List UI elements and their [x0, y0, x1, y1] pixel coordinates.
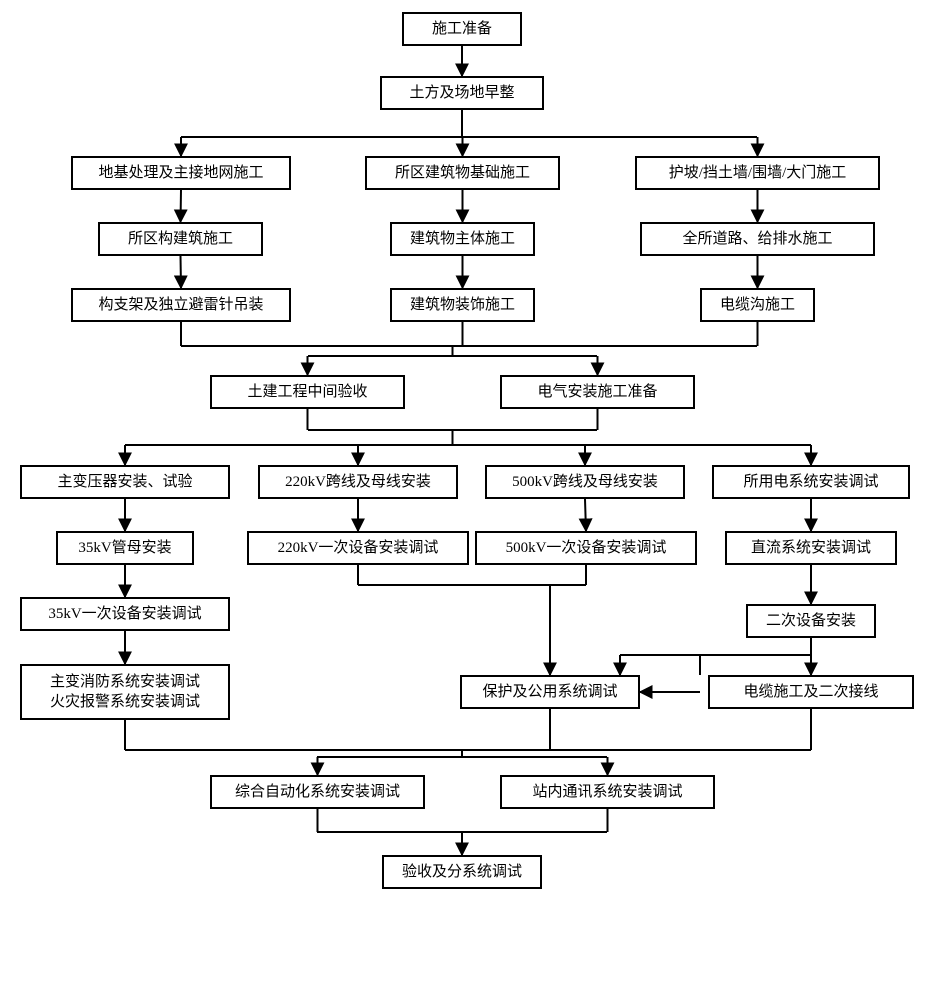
- node-label: 护坡/挡土墙/围墙/大门施工: [669, 163, 847, 183]
- node-label: 土方及场地早整: [409, 83, 514, 103]
- node-label: 500kV一次设备安装调试: [506, 538, 667, 558]
- node-label: 所区构建筑施工: [128, 229, 233, 249]
- flowchart-node-n10b: 保护及公用系统调试: [460, 675, 640, 709]
- node-label: 所用电系统安装调试: [743, 472, 878, 492]
- flowchart-node-n4b: 建筑物主体施工: [390, 222, 535, 256]
- node-label: 地基处理及主接地网施工: [98, 163, 263, 183]
- flowchart-node-n5a: 构支架及独立避雷针吊装: [71, 288, 291, 322]
- node-label: 电缆施工及二次接线: [743, 682, 878, 702]
- flowchart-node-n7a: 主变压器安装、试验: [20, 465, 230, 499]
- flowchart-node-n12: 验收及分系统调试: [382, 855, 542, 889]
- node-label: 全所道路、给排水施工: [682, 229, 832, 249]
- flowchart-node-n8b: 220kV一次设备安装调试: [247, 531, 469, 565]
- node-label: 施工准备: [432, 19, 492, 39]
- flowchart-node-n8a: 35kV管母安装: [56, 531, 194, 565]
- node-label: 35kV一次设备安装调试: [48, 604, 201, 624]
- node-label: 站内通讯系统安装调试: [532, 782, 682, 802]
- node-label: 电气安装施工准备: [537, 382, 657, 402]
- node-label: 所区建筑物基础施工: [395, 163, 530, 183]
- node-label: 35kV管母安装: [78, 538, 171, 558]
- flowchart-node-n3a: 地基处理及主接地网施工: [71, 156, 291, 190]
- flowchart-node-n4c: 全所道路、给排水施工: [640, 222, 875, 256]
- node-label: 220kV一次设备安装调试: [278, 538, 439, 558]
- node-label: 220kV跨线及母线安装: [285, 472, 431, 492]
- flowchart-node-n8d: 直流系统安装调试: [725, 531, 897, 565]
- flowchart-node-n7c: 500kV跨线及母线安装: [485, 465, 685, 499]
- node-label: 直流系统安装调试: [751, 538, 871, 558]
- flowchart-node-n11a: 综合自动化系统安装调试: [210, 775, 425, 809]
- flowchart-node-n6a: 土建工程中间验收: [210, 375, 405, 409]
- flowchart-node-n8c: 500kV一次设备安装调试: [475, 531, 697, 565]
- flowchart-node-n3b: 所区建筑物基础施工: [365, 156, 560, 190]
- node-label: 验收及分系统调试: [402, 862, 522, 882]
- flowchart-node-n9a: 35kV一次设备安装调试: [20, 597, 230, 631]
- node-label: 保护及公用系统调试: [482, 682, 617, 702]
- node-label: 主变消防系统安装调试 火灾报警系统安装调试: [50, 672, 200, 713]
- flowchart-node-n5c: 电缆沟施工: [700, 288, 815, 322]
- flowchart-node-n3c: 护坡/挡土墙/围墙/大门施工: [635, 156, 880, 190]
- node-label: 主变压器安装、试验: [57, 472, 192, 492]
- flowchart-node-n2: 土方及场地早整: [380, 76, 544, 110]
- flowchart-node-n11b: 站内通讯系统安装调试: [500, 775, 715, 809]
- flowchart-node-n4a: 所区构建筑施工: [98, 222, 263, 256]
- flowchart-node-n7b: 220kV跨线及母线安装: [258, 465, 458, 499]
- flowchart-node-n9d: 二次设备安装: [746, 604, 876, 638]
- flowchart-node-n5b: 建筑物装饰施工: [390, 288, 535, 322]
- flowchart-node-n7d: 所用电系统安装调试: [712, 465, 910, 499]
- node-label: 电缆沟施工: [720, 295, 795, 315]
- flowchart-node-n10c: 电缆施工及二次接线: [708, 675, 914, 709]
- node-label: 土建工程中间验收: [247, 382, 367, 402]
- flowchart-node-n1: 施工准备: [402, 12, 522, 46]
- node-label: 建筑物主体施工: [410, 229, 515, 249]
- node-label: 二次设备安装: [766, 611, 856, 631]
- flowchart-node-n10a: 主变消防系统安装调试 火灾报警系统安装调试: [20, 664, 230, 720]
- node-label: 500kV跨线及母线安装: [512, 472, 658, 492]
- node-label: 建筑物装饰施工: [410, 295, 515, 315]
- node-label: 综合自动化系统安装调试: [235, 782, 400, 802]
- node-label: 构支架及独立避雷针吊装: [98, 295, 263, 315]
- flowchart-node-n6b: 电气安装施工准备: [500, 375, 695, 409]
